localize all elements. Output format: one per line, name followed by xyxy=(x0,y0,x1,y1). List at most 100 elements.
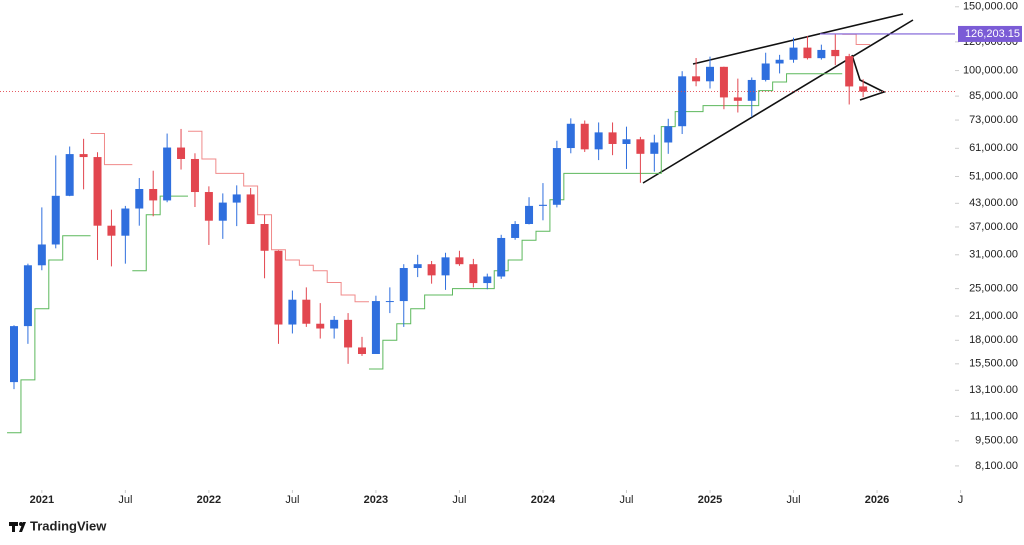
y-tick-label: 37,000.00 xyxy=(969,221,1018,233)
candle-body xyxy=(218,202,227,221)
candle-body xyxy=(483,276,492,284)
wedge-upper xyxy=(692,13,904,65)
y-tick-label: 85,000.00 xyxy=(969,90,1018,102)
candle-body xyxy=(441,257,450,276)
candle-body xyxy=(552,148,561,205)
y-tick-label: 61,000.00 xyxy=(969,142,1018,154)
candle-body xyxy=(149,188,158,201)
x-tick-label: Jul xyxy=(285,494,299,506)
candle-body xyxy=(747,79,756,101)
candle-body xyxy=(121,208,130,236)
trendlines xyxy=(642,13,914,184)
y-tick-label: 43,000.00 xyxy=(969,197,1018,209)
candle-body xyxy=(692,76,701,82)
candle-body xyxy=(859,86,868,92)
candle-body xyxy=(302,299,311,324)
candle-body xyxy=(525,205,534,225)
candle-body xyxy=(511,224,520,238)
candle-body xyxy=(664,126,673,143)
x-tick-label: 2026 xyxy=(865,494,889,506)
y-tick-label: 51,000.00 xyxy=(969,170,1018,182)
x-tick-label: 2021 xyxy=(30,494,54,506)
y-tick-label: 11,100.00 xyxy=(970,410,1018,422)
y-tick-label: 8,100.00 xyxy=(975,460,1018,472)
candle-body xyxy=(10,326,18,383)
candle-body xyxy=(51,195,60,245)
candle-body xyxy=(455,257,464,265)
watermark: TradingView xyxy=(30,518,107,533)
logo: TradingView xyxy=(9,518,107,533)
candle-body xyxy=(23,265,32,327)
x-tick-label: 2024 xyxy=(531,494,556,506)
candle-body xyxy=(260,224,269,251)
candle-body xyxy=(399,268,408,302)
candle-body xyxy=(232,194,241,203)
candle-body xyxy=(831,49,840,57)
x-tick-label: 2023 xyxy=(364,494,388,506)
y-tick-label: 21,000.00 xyxy=(969,310,1018,322)
candle-body xyxy=(775,59,784,64)
y-tick-label: 13,100.00 xyxy=(969,384,1018,396)
candle-body xyxy=(469,264,478,284)
candle-body xyxy=(719,66,728,98)
candle-body xyxy=(93,157,102,226)
candle-body xyxy=(330,319,339,329)
candle-body xyxy=(316,323,325,329)
candle-body xyxy=(497,237,506,277)
indicator-line xyxy=(7,73,843,434)
candle-body xyxy=(789,47,798,60)
x-tick-label: 2022 xyxy=(197,494,221,506)
candle-body xyxy=(803,47,812,59)
candle-body xyxy=(274,250,283,325)
candle-body xyxy=(107,225,116,236)
candle-body xyxy=(845,56,854,87)
candle-body xyxy=(817,49,826,59)
candle-body xyxy=(177,147,186,159)
wedge-lower xyxy=(642,19,914,184)
candle-body xyxy=(761,63,770,80)
candle-body xyxy=(163,147,172,201)
candle-body xyxy=(413,264,422,269)
candle-body xyxy=(538,204,547,206)
candle-body xyxy=(385,301,394,303)
candle-body xyxy=(733,97,742,101)
candle-body xyxy=(358,347,366,354)
x-tick-label: Jul xyxy=(619,494,633,506)
candle-body xyxy=(204,192,213,221)
candle-body xyxy=(678,76,687,127)
y-tick-label: 100,000.00 xyxy=(963,64,1018,76)
y-tick-label: 15,500.00 xyxy=(969,358,1018,370)
candle-body xyxy=(608,132,617,144)
y-tick-label: 25,000.00 xyxy=(969,283,1018,295)
candle-body xyxy=(371,301,380,354)
y-tick-label: 31,000.00 xyxy=(969,249,1018,261)
candle-body xyxy=(594,132,603,150)
pennant xyxy=(851,54,887,101)
annotation-box xyxy=(958,25,1022,42)
candle-body xyxy=(37,244,46,266)
candle-body xyxy=(706,66,714,82)
candle-body xyxy=(636,139,645,154)
candle-body xyxy=(65,154,74,196)
annotation-label: 126,203.15 xyxy=(965,28,1020,40)
candle-body xyxy=(580,123,589,150)
x-tick-label: Jul xyxy=(452,494,466,506)
candle-body xyxy=(190,158,199,193)
y-tick-label: 150,000.00 xyxy=(963,1,1018,13)
candle-body xyxy=(79,154,88,158)
candle-body xyxy=(135,188,144,209)
candle-body xyxy=(427,264,436,276)
x-tick-label: Jul xyxy=(118,494,132,506)
x-tick-label: 2025 xyxy=(698,494,722,506)
y-tick-label: 9,500.00 xyxy=(975,435,1018,447)
x-tick-label: J xyxy=(958,494,964,506)
candle-body xyxy=(344,319,353,348)
candle-body xyxy=(622,139,631,144)
y-tick-label: 73,000.00 xyxy=(969,114,1018,126)
candle-body xyxy=(650,142,659,154)
candle-body xyxy=(566,123,575,149)
candle-body xyxy=(246,194,255,225)
x-tick-label: Jul xyxy=(786,494,800,506)
